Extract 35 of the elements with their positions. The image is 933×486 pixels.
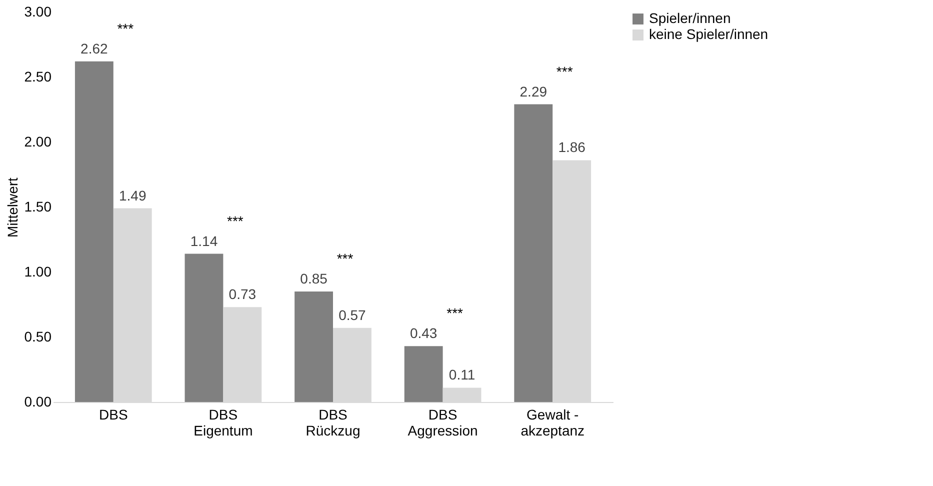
data-label: 2.29 xyxy=(520,83,548,100)
x-tick-label: DBS Aggression xyxy=(408,406,478,438)
bar xyxy=(294,292,333,402)
x-tick-label: DBS xyxy=(98,406,128,422)
data-label: 0.73 xyxy=(228,286,256,302)
data-label: 1.86 xyxy=(558,139,586,156)
data-label: 1.49 xyxy=(118,187,146,204)
bar xyxy=(74,61,114,402)
annotation: *** xyxy=(556,63,574,80)
annotation: *** xyxy=(227,212,244,229)
legend-label: Spieler/innen xyxy=(649,10,731,26)
data-label: 0.85 xyxy=(300,270,328,286)
annotation: *** xyxy=(117,20,134,36)
x-tick-label: Gewalt - akzeptanz xyxy=(520,406,585,438)
y-tick-label: 2.50 xyxy=(24,68,52,84)
y-tick-label: 1.50 xyxy=(24,198,52,214)
y-tick-label: 0.50 xyxy=(24,328,52,344)
data-label: 0.11 xyxy=(448,366,476,383)
x-tick-label: DBS Rückzug xyxy=(306,406,360,438)
bar xyxy=(514,104,553,402)
data-label: 2.62 xyxy=(80,40,108,56)
data-label: 0.43 xyxy=(410,325,438,342)
y-tick-label: 0.00 xyxy=(24,394,52,410)
annotation: *** xyxy=(336,250,354,266)
y-tick-label: 2.00 xyxy=(24,134,52,150)
legend-label: keine Spieler/innen xyxy=(649,26,768,42)
x-tick-label: DBS Eigentum xyxy=(194,406,253,438)
data-label: 1.14 xyxy=(190,232,218,249)
annotation: *** xyxy=(446,305,464,322)
y-tick-label: 3.00 xyxy=(24,4,52,20)
bar xyxy=(404,346,443,402)
bar xyxy=(184,254,224,402)
y-tick-label: 1.00 xyxy=(24,264,52,280)
y-axis-title: Mittelwert xyxy=(4,177,20,238)
data-label: 0.57 xyxy=(338,306,366,323)
